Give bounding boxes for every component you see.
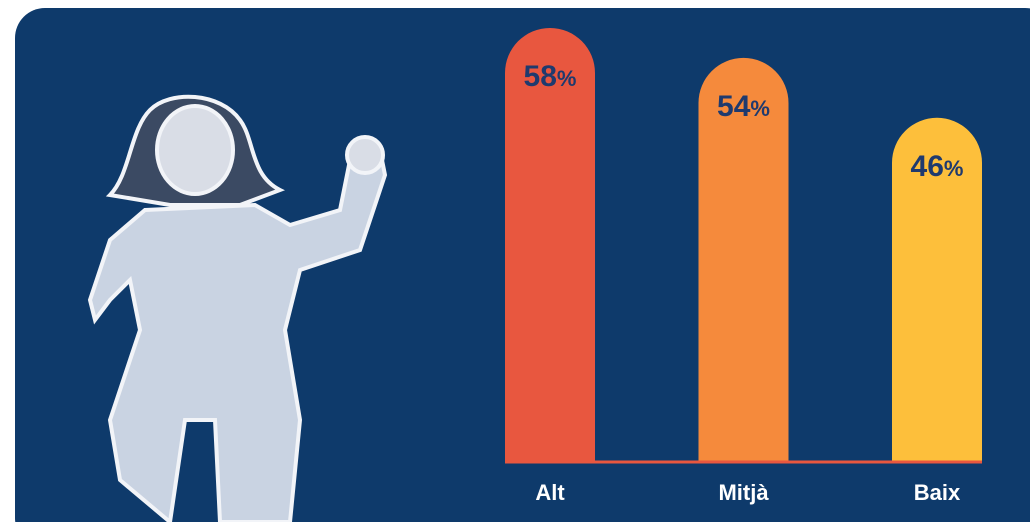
- value-label: 54%: [717, 90, 770, 123]
- bar: [505, 28, 595, 462]
- category-label: Mitjà: [718, 480, 769, 505]
- bar: [892, 117, 982, 462]
- bar: [698, 57, 789, 463]
- value-label: 46%: [911, 150, 964, 183]
- value-label: 58%: [524, 60, 577, 93]
- category-label: Alt: [535, 480, 565, 505]
- category-label: Baix: [914, 480, 961, 505]
- child-photo: [87, 94, 388, 522]
